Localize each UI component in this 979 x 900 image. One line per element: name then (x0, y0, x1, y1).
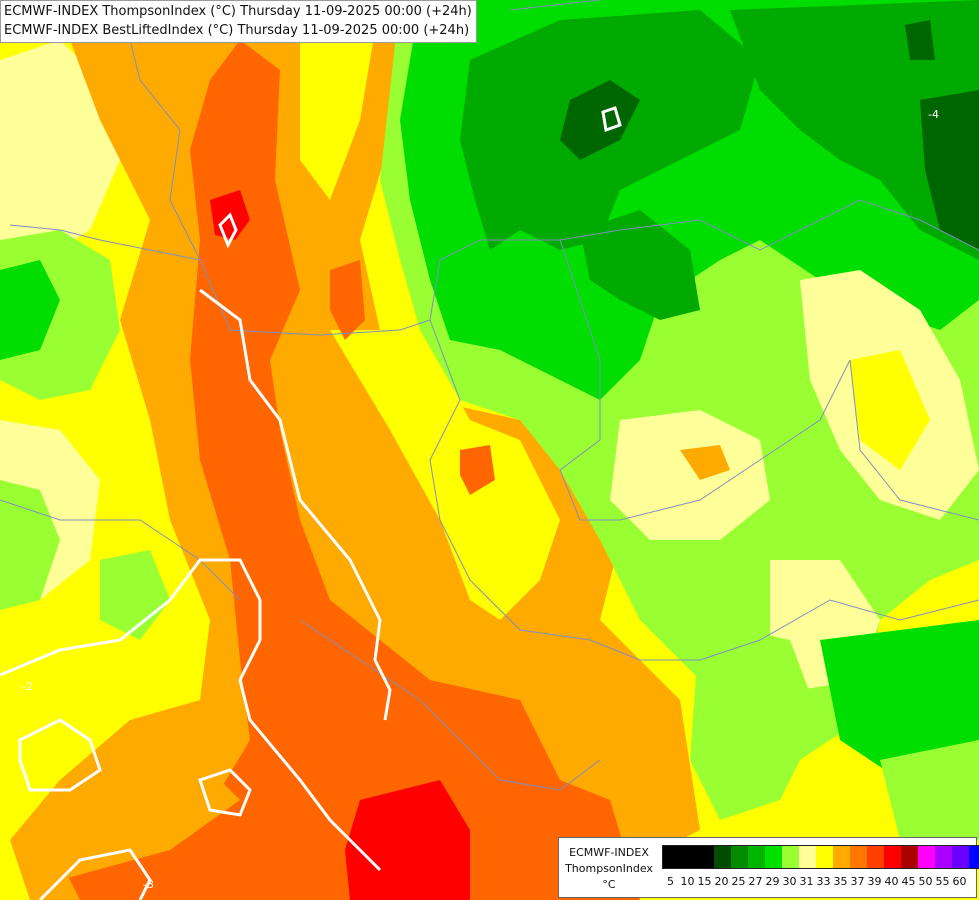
dark-orange-patch-center (460, 445, 495, 495)
yellow-patch-east (850, 350, 930, 470)
legend-swatch (663, 846, 680, 868)
legend-swatch (867, 846, 884, 868)
yellow-channel-north (300, 0, 380, 200)
lifted-index-contours (0, 106, 622, 900)
legend-swatch (833, 846, 850, 868)
contour-label: -2 (22, 680, 33, 693)
legend-swatch (697, 846, 714, 868)
legend-swatch (816, 846, 833, 868)
yellow-channel (330, 330, 560, 620)
legend-swatch (748, 846, 765, 868)
orange-patch-east (680, 445, 730, 480)
legend-swatch (952, 846, 969, 868)
legend-tick-label: 25 (731, 875, 746, 888)
legend-tick-label: 5 (667, 875, 674, 888)
legend-model: ECMWF-INDEX (569, 846, 649, 859)
legend-tick-label: 35 (833, 875, 848, 888)
green-region-west (0, 260, 60, 360)
map-title: ECMWF-INDEX ThompsonIndex (°C) Thursday … (0, 0, 477, 43)
contour-label: -4 (928, 108, 939, 121)
light-green-region-southeast-2 (880, 740, 979, 840)
legend-swatch (935, 846, 952, 868)
legend-ticks: 5 10 15 20 25 27 29 30 31 33 35 37 39 40 45 50 55 60 (662, 875, 968, 888)
legend-tick-label: 33 (816, 875, 831, 888)
legend-parameter: ThompsonIndex (565, 862, 653, 875)
color-legend: ECMWF-INDEX ThompsonIndex °C 5 10 15 20 25 27… (558, 837, 979, 898)
green-region-central (580, 210, 700, 320)
orange-inner-region (60, 760, 240, 880)
legend-color-bar (662, 845, 979, 869)
legend-tick-label: 55 (935, 875, 950, 888)
dark-orange-patch-north (330, 260, 365, 340)
dark-orange-region (60, 40, 640, 900)
contour-label: -3 (143, 878, 154, 891)
legend-tick-label: 15 (697, 875, 712, 888)
legend-swatch (731, 846, 748, 868)
legend-tick-label: 39 (867, 875, 882, 888)
dark-green-region-northeast (905, 20, 935, 60)
light-green-patch-west (100, 550, 170, 640)
dark-green-region-north (560, 80, 640, 160)
country-borders (0, 0, 979, 791)
legend-swatch (850, 846, 867, 868)
legend-swatch (765, 846, 782, 868)
legend-swatch (969, 846, 979, 868)
dark-green-region-east (920, 90, 979, 250)
legend-tick-label: 40 (884, 875, 899, 888)
legend-tick-label: 45 (901, 875, 916, 888)
legend-tick-label: 31 (799, 875, 814, 888)
legend-tick-label: 60 (952, 875, 967, 888)
pale-yellow-region-center-east (610, 410, 770, 540)
legend-unit: °C (602, 878, 616, 891)
light-green-region-southwest (0, 480, 60, 610)
legend-swatch (680, 846, 697, 868)
legend-tick-label: 29 (765, 875, 780, 888)
legend-swatch (918, 846, 935, 868)
red-region-south (345, 780, 470, 900)
legend-tick-label: 27 (748, 875, 763, 888)
light-green-region-southeast (690, 620, 820, 820)
legend-tick-label: 20 (714, 875, 729, 888)
title-line-lifted: ECMWF-INDEX BestLiftedIndex (°C) Thursda… (4, 23, 470, 38)
pale-yellow-region-west (0, 40, 120, 260)
legend-swatch (901, 846, 918, 868)
legend-swatch (884, 846, 901, 868)
contour-labels: -2 -3 -4 (22, 108, 939, 891)
legend-tick-label: 30 (782, 875, 797, 888)
legend-tick-label: 37 (850, 875, 865, 888)
green-region-southeast (820, 620, 979, 780)
legend-swatch (782, 846, 799, 868)
legend-swatch (799, 846, 816, 868)
green-region-northeast (730, 0, 979, 260)
legend-tick-label: 50 (918, 875, 933, 888)
legend-tick-label: 10 (680, 875, 695, 888)
title-line-thompson: ECMWF-INDEX ThompsonIndex (°C) Thursday … (4, 4, 472, 19)
legend-swatch (714, 846, 731, 868)
legend-label: ECMWF-INDEX ThompsonIndex °C (559, 845, 659, 893)
